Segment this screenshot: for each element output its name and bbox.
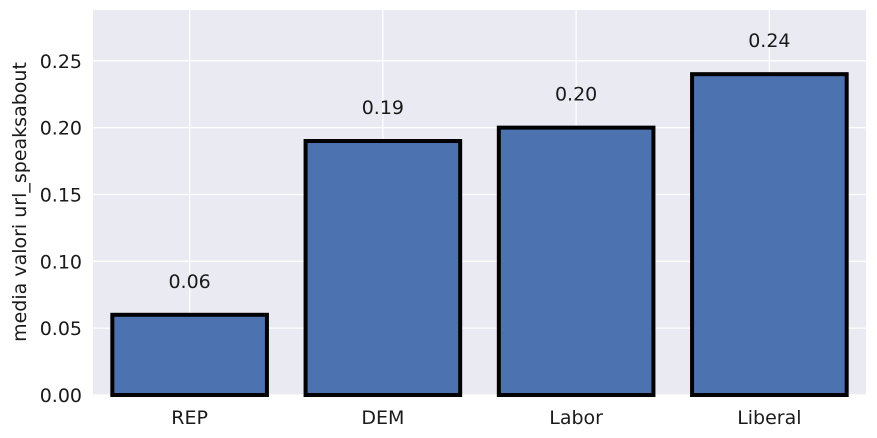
y-tick-labels: 0.00 0.05 0.10 0.15 0.20 0.25 — [40, 51, 82, 407]
y-tick-label: 0.05 — [40, 318, 82, 340]
x-tick-labels: REP DEM Labor Liberal — [171, 407, 801, 429]
x-tick-label: REP — [171, 407, 208, 429]
data-label: 0.06 — [168, 271, 210, 293]
x-tick-label: Labor — [549, 407, 603, 429]
y-axis-label: media valori url_speaksabout — [9, 62, 31, 342]
x-tick-label: DEM — [361, 407, 404, 429]
data-label: 0.24 — [748, 30, 790, 52]
bar-liberal — [690, 72, 849, 398]
data-labels: 0.06 0.19 0.20 0.24 — [168, 30, 790, 293]
y-tick-label: 0.10 — [40, 251, 82, 273]
data-label: 0.20 — [555, 84, 597, 106]
y-tick-label: 0.15 — [40, 184, 82, 206]
y-tick-label: 0.20 — [40, 118, 82, 140]
bar-labor — [496, 125, 656, 397]
y-tick-label: 0.25 — [40, 51, 82, 73]
bar-dem — [303, 139, 463, 397]
y-tick-label: 0.00 — [40, 385, 82, 407]
bars — [110, 72, 849, 398]
x-tick-label: Liberal — [737, 407, 801, 429]
data-label: 0.19 — [362, 97, 404, 119]
bar-rep — [110, 312, 269, 397]
